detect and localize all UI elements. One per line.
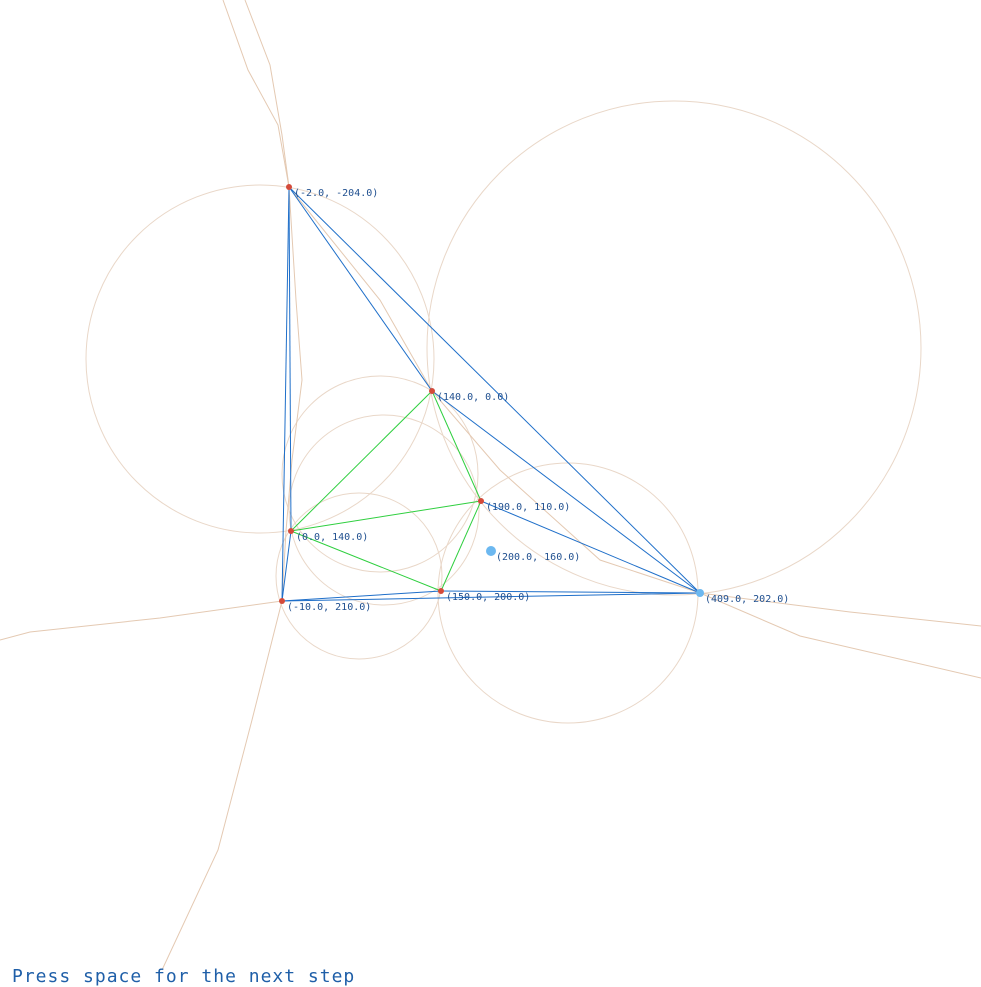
hull-edge-6	[480, 500, 701, 594]
point-p3	[478, 498, 484, 504]
current-point-label: (200.0, 160.0)	[496, 552, 580, 563]
point-p4	[288, 528, 294, 534]
hull-edge-10	[281, 590, 442, 602]
hull-edge-2	[288, 186, 292, 532]
hull-edge-4	[288, 186, 701, 594]
circumcircle-2	[426, 100, 922, 596]
point-label: (140.0, 0.0)	[437, 392, 509, 403]
hull-edge-1	[281, 186, 290, 602]
point-labels: (-2.0, -204.0) (140.0, 0.0) (190.0, 110.0)…	[287, 188, 789, 613]
point-label: (409.0, 202.0)	[705, 594, 789, 605]
hull-edges	[281, 186, 701, 602]
point-p7	[696, 589, 704, 597]
voronoi-edge-8	[699, 592, 981, 627]
circumcircle-3	[281, 375, 479, 573]
point-label: (0.0, 140.0)	[296, 532, 368, 543]
hull-edge-5	[431, 390, 701, 594]
inner-edge-3	[290, 500, 482, 532]
points	[279, 184, 704, 604]
voronoi-edge-3	[281, 186, 303, 602]
point-label: (190.0, 110.0)	[486, 502, 570, 513]
hull-edge-9	[281, 530, 292, 602]
point-label: (150.0, 200.0)	[446, 592, 530, 603]
point-p2	[429, 388, 435, 394]
voronoi-edge-1	[222, 0, 290, 188]
circumcircles	[85, 100, 922, 724]
circumcircle-6	[275, 492, 443, 660]
instruction-text: Press space for the next step	[12, 966, 356, 987]
point-label: (-10.0, 210.0)	[287, 602, 371, 613]
inner-edge-5	[440, 500, 482, 592]
inner-edge-2	[431, 390, 482, 502]
hull-edge-8	[281, 592, 701, 602]
inner-edge-4	[290, 530, 442, 592]
voronoi-edge-7	[699, 592, 981, 679]
point-p1	[286, 184, 292, 190]
voronoi-edge-2	[244, 0, 290, 188]
voronoi-edge-5	[161, 600, 283, 971]
current-point	[486, 546, 496, 556]
voronoi-edge-6	[288, 186, 701, 594]
hull-edge-7	[440, 590, 701, 594]
inner-edges	[290, 390, 482, 592]
point-p5	[438, 588, 444, 594]
circumcircle-1	[85, 184, 435, 534]
inner-edge-1	[290, 390, 433, 532]
circumcircle-4	[288, 414, 480, 606]
hull-edge-3	[288, 186, 433, 392]
voronoi-edge-4	[0, 600, 283, 641]
point-p6	[279, 598, 285, 604]
point-label: (-2.0, -204.0)	[294, 188, 378, 199]
